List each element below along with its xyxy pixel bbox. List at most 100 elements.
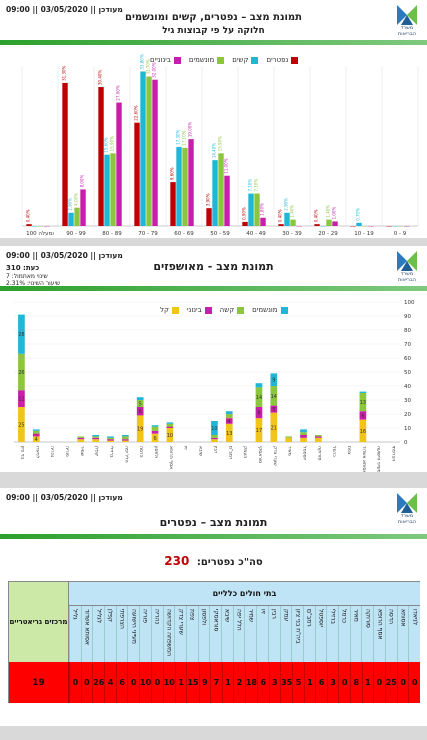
data-label: 5 [272,407,275,413]
data-label: 15.60% [103,137,108,152]
data-label: 17.30% [175,129,180,144]
deaths-panel: 09:00 || 03/05/2020 || מעודכן משרד הבריא… [0,488,427,726]
hospital-name: צפת [188,609,196,621]
ministry-logo: משרד הבריאות [393,491,421,525]
hospital-name: לניאדו [411,609,419,626]
stack-segment [270,412,278,442]
data-label: 6 [361,413,364,419]
data-label: 32.70% [145,59,150,74]
stack-segment [122,435,129,437]
tick-label: צפת [346,446,351,455]
y-tick-label: 40 [404,384,411,390]
data-label: 6 [139,409,142,415]
hospital-deaths-value: 0 [338,662,350,703]
panel1-title: תמונת מצב – נפטרים, קשים ומונשמים [125,12,302,23]
data-label: 27.00% [115,85,120,100]
hospital-name: זיו [259,609,266,615]
data-label: 7.10% [247,179,252,192]
bar [98,87,104,227]
hospital-name: שערי צדק [177,609,185,635]
tick-label: מאיר [287,446,292,456]
data-label: 3.90% [205,193,210,206]
hospital-name-cell: זיו [256,606,268,662]
general-hospitals-header: בתי חולים כלליים [69,582,420,606]
tick-label: זיו [183,446,188,450]
data-label: 9 [272,378,275,384]
hospital-name: קפלן [106,609,114,623]
stack-segment [92,436,99,438]
stack-segment [211,435,218,438]
hospital-name-cell: רמב"ם [302,606,315,662]
legend-swatch [204,306,212,314]
tick-label: הצרפתי [391,446,396,461]
stack-segment [270,386,278,406]
stack-segment [285,437,292,442]
y-tick-label: 30 [404,398,411,404]
hospital-name: שמיר [247,609,255,623]
panel3-title: תמונת מצב – נפטרים [159,516,268,529]
hospital-deaths-value: 0 [151,662,163,703]
panel2-legend-item: קשה [220,306,245,314]
data-label: 10 [211,426,217,432]
data-label: 1.80% [259,203,264,216]
data-label: 14 [271,394,277,400]
hospital-deaths-value: 35 [280,662,292,703]
stack-segment [225,411,233,414]
tick-label: 100 ומעלה [26,230,54,237]
hospital-deaths-value: 15 [186,662,199,703]
hospital-name-cell: מאיר [349,606,362,662]
stack-segment [92,435,99,437]
tick-label: קפלן [94,446,100,456]
hospital-deaths-value: 0 [408,662,420,703]
stack-segment [77,437,85,440]
stack-segment [32,430,40,434]
hospital-name: פוריה [141,609,149,624]
bar [182,147,188,226]
data-label: 15.90% [217,136,222,151]
hospital-name: הלל יפה [235,609,243,631]
hospital-name-cell: גליל [68,606,81,662]
tick-label: רמב"ם [227,446,233,460]
bar [314,224,320,226]
stack-segment [32,436,40,442]
stack-segment [300,435,307,438]
legend-swatch [291,56,299,64]
data-label: 4 [228,419,231,425]
stack-segment [122,436,129,440]
data-label: 2.90% [67,198,72,211]
tick-label: 90 - 99 [66,231,86,237]
stack-segment [315,435,322,437]
bar [254,193,260,226]
stack-segment [225,418,233,424]
hospital-name: אסותא [399,609,407,627]
stack-segment [255,407,263,419]
bar [176,146,182,226]
bar [26,224,32,226]
logo-icon [397,5,417,25]
data-label: 31.30% [61,65,66,80]
tick-label: 10 - 19 [354,231,374,237]
hospital-deaths-value: 1 [303,662,316,703]
data-label: 19 [137,427,143,433]
data-label: 19.00% [187,122,192,137]
stack-segment [225,414,233,419]
tick-label: שערי צדק [272,446,277,466]
data-label: 4.00% [73,193,78,206]
hospital-name-cell: לניאדו [408,606,420,662]
tick-label: אסף הרופא [168,446,173,469]
tick-label: נהריה [49,446,54,458]
hospital-name: גליל [71,609,79,620]
hospital-deaths-value: 26 [92,662,104,703]
hospital-deaths-value: 0 [127,662,139,703]
age-groups-panel: 09:00 || 03/05/2020 || מעודכן משרד הבריא… [0,0,427,238]
tick-label: אסותא אשדוד [361,446,366,472]
hospital-name-cell: אסותא [396,606,409,662]
age-group-chart: 0 - 90.70%10 - 190.40% 1.40% 1.00%20 - 290… [21,54,419,237]
hospital-deaths-value: 4 [104,662,116,703]
stack-segment [270,405,278,413]
hospital-name: שיבא [223,609,231,623]
tick-label: רבין [212,446,217,454]
stack-segment [32,429,40,431]
tick-label: 0 - 9 [394,231,407,237]
bar [74,207,80,226]
